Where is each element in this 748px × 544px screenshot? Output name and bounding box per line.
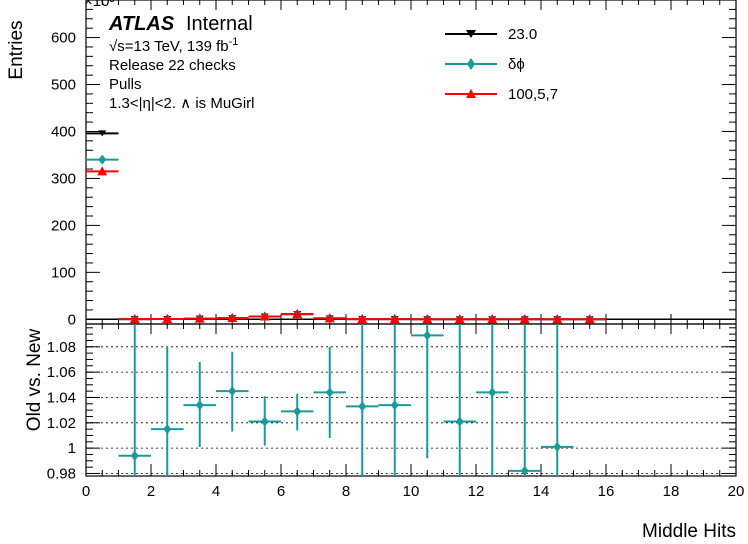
- lower-y-tick-label: 1.08: [47, 339, 76, 356]
- lower-point-marker: [488, 387, 497, 398]
- upper-point-marker-s2: [357, 314, 368, 324]
- legend-marker-1: [466, 30, 476, 38]
- lower-point-marker: [130, 450, 139, 461]
- atlas-label: ATLAS: [108, 13, 175, 35]
- legend-marker-3: [466, 89, 476, 98]
- upper-y-tick-label: 400: [51, 123, 76, 140]
- upper-y-tick-label: 0: [68, 311, 76, 328]
- legend-entry-1: 23.0: [445, 26, 537, 43]
- upper-point-marker-s2: [454, 314, 465, 324]
- x-tick-label: 16: [598, 483, 615, 500]
- energy-text: √s=13 TeV, 139 fb: [109, 38, 229, 55]
- upper-y-tick-label: 500: [51, 77, 76, 94]
- selection-label: 1.3<|η|<2. ∧ is MuGirl: [109, 95, 255, 112]
- upper-point-marker-s2: [194, 313, 205, 323]
- release-label: Release 22 checks: [109, 57, 236, 74]
- lower-point-marker: [325, 387, 334, 398]
- upper-y-tick-label: 100: [51, 264, 76, 281]
- upper-point-marker-s2: [552, 314, 563, 324]
- lower-point-marker: [520, 465, 529, 476]
- x-tick-label: 20: [728, 483, 745, 500]
- upper-point-marker-s2: [519, 314, 530, 324]
- lower-panel: 0.98 1 1.02 1.04 1.06 1.08 0 2 4 6 8 10 12 14 16 18 20 O…: [24, 323, 745, 542]
- energy-superscript: -1: [229, 36, 239, 48]
- lower-y-tick-label: 0.98: [47, 465, 76, 482]
- legend-marker-2: [467, 58, 475, 70]
- lower-point-marker: [423, 330, 432, 341]
- lower-point-marker: [358, 401, 367, 412]
- upper-panel: 0 100 200 300 400 500 600 ×10³ Entries ATLAS I…: [6, 0, 737, 328]
- lower-y-axis-label: Old vs. New: [24, 329, 45, 432]
- upper-y-tick-label: 600: [51, 30, 76, 47]
- upper-point-marker-s1: [98, 154, 107, 165]
- legend-entry-2: δϕ: [445, 56, 525, 73]
- legend-label-3: 100,5,7: [508, 86, 558, 103]
- lower-y-tick-label: 1.06: [47, 364, 76, 381]
- lower-y-tick-label: 1.02: [47, 415, 76, 432]
- lower-y-tick-label: 1.04: [47, 389, 76, 406]
- upper-point-marker-s2: [259, 311, 270, 321]
- pulls-label: Pulls: [109, 76, 142, 93]
- legend-label-2: δϕ: [508, 56, 525, 73]
- atlas-annotation: ATLAS Internal √s=13 TeV, 139 fb-1 Relea…: [108, 13, 255, 112]
- lower-point-marker: [163, 424, 172, 435]
- x-tick-label: 14: [533, 483, 550, 500]
- x-tick-label: 2: [147, 483, 155, 500]
- upper-y-axis-label: Entries: [6, 20, 27, 79]
- upper-point-marker-s2: [162, 314, 173, 324]
- x-tick-label: 18: [663, 483, 680, 500]
- lower-y-tick-label: 1: [68, 440, 76, 457]
- upper-point-marker-s2: [324, 313, 335, 323]
- x-tick-label: 8: [342, 483, 350, 500]
- energy-label: √s=13 TeV, 139 fb-1: [109, 36, 238, 55]
- upper-point-marker-s2: [422, 314, 433, 324]
- lower-point-marker: [455, 416, 464, 427]
- upper-point-marker-s2: [227, 313, 238, 323]
- lower-point-marker: [553, 441, 562, 452]
- x-axis-label: Middle Hits: [642, 521, 736, 542]
- upper-point-marker-s2: [129, 314, 140, 324]
- x-tick-label: 10: [403, 483, 420, 500]
- lower-point-marker: [195, 400, 204, 411]
- y-multiplier-label: ×10³: [84, 0, 114, 10]
- lower-point-marker: [228, 386, 237, 397]
- lower-point-marker: [260, 416, 269, 427]
- upper-y-tick-label: 200: [51, 217, 76, 234]
- lower-point-marker: [293, 406, 302, 417]
- legend: 23.0 δϕ 100,5,7: [445, 26, 558, 103]
- upper-point-marker-s2: [487, 314, 498, 324]
- legend-entry-3: 100,5,7: [445, 86, 558, 103]
- lower-point-marker: [390, 400, 399, 411]
- upper-point-marker-s2: [292, 309, 303, 319]
- x-tick-label: 0: [82, 483, 90, 500]
- upper-y-tick-label: 300: [51, 170, 76, 187]
- upper-point-marker-s2: [97, 166, 108, 176]
- x-tick-label: 12: [468, 483, 485, 500]
- upper-point-marker-s2: [389, 314, 400, 324]
- internal-label: Internal: [186, 13, 253, 35]
- upper-point-marker-s0: [98, 130, 107, 137]
- upper-point-marker-s2: [584, 314, 595, 324]
- legend-label-1: 23.0: [508, 26, 537, 43]
- x-tick-label: 4: [212, 483, 220, 500]
- x-tick-label: 6: [277, 483, 285, 500]
